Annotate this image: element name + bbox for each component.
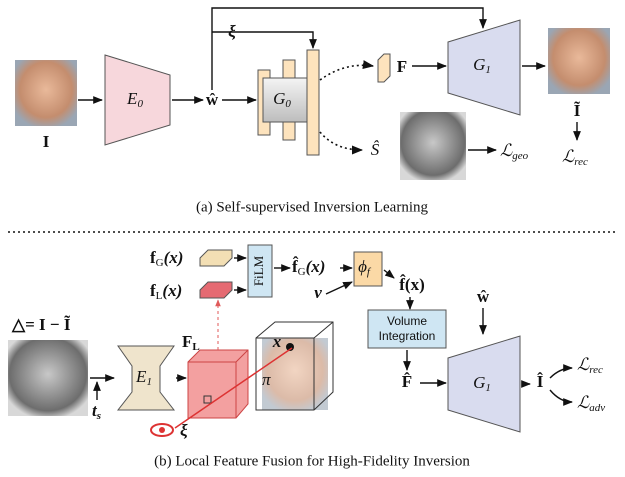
- symbol: F: [182, 332, 192, 351]
- subscript: 1: [146, 376, 152, 388]
- argument: (x): [306, 257, 326, 276]
- symbol: ℒ: [500, 141, 513, 160]
- symbol: ℒ: [562, 147, 575, 166]
- dotted-arrow: [320, 65, 373, 80]
- plane-label: π: [262, 370, 271, 389]
- feature-label: F: [397, 57, 407, 76]
- symbol: E: [126, 89, 138, 108]
- loss-adv: ℒadv: [577, 393, 605, 414]
- local-block: [200, 282, 232, 298]
- subscript: rec: [574, 156, 588, 168]
- layer: [307, 50, 319, 155]
- symbol: ℒ: [577, 393, 590, 412]
- output-photo: [548, 28, 610, 94]
- subscript: 1: [485, 382, 491, 394]
- local-feature-label: fL(x): [150, 281, 182, 302]
- input-photo: [15, 60, 77, 126]
- volume-feature-label: FL: [182, 332, 200, 353]
- rendered-feature-label: F̂: [402, 372, 412, 391]
- symbol: G: [473, 55, 485, 74]
- caption-a: (a) Self-supervised Inversion Learning: [196, 199, 429, 215]
- subscript: geo: [512, 150, 528, 162]
- timestep-label: ts: [92, 401, 101, 422]
- symbol: G: [273, 89, 285, 108]
- skip-line: [212, 8, 483, 90]
- residual-label: △= I − Ĩ: [11, 315, 71, 334]
- loss-geo: ℒgeo: [500, 141, 529, 162]
- subscript: 1: [485, 64, 491, 76]
- segmentation-label: Ŝ: [371, 140, 380, 159]
- feature-block: [378, 54, 390, 82]
- figure: I E0 ŵ ξ G0 F G1 Ĩ ℒrec Ŝ ℒgeo (a) Self-…: [0, 0, 625, 477]
- geometry-photo: [400, 112, 466, 180]
- subscript: 0: [137, 98, 143, 110]
- symbol: E: [135, 367, 147, 386]
- volume-label: Integration: [379, 329, 436, 343]
- camera-label: ξ: [180, 421, 188, 440]
- latent-label: ŵ: [477, 287, 490, 306]
- latent-label: ŵ: [206, 90, 219, 109]
- subscript: adv: [589, 402, 605, 414]
- subscript: rec: [589, 364, 603, 376]
- output-label: Î: [537, 372, 544, 391]
- loss-rec: ℒrec: [562, 147, 588, 168]
- subscript: G: [156, 257, 164, 269]
- noise-line: [212, 32, 313, 48]
- dotted-arrow: [320, 132, 362, 150]
- point-label: x: [272, 332, 282, 351]
- subscript: s: [96, 410, 101, 422]
- output-label: Ĩ: [574, 101, 581, 120]
- point-feature-label: f̂(x): [399, 274, 424, 293]
- caption-b: (b) Local Feature Fusion for High-Fideli…: [154, 453, 470, 469]
- argument: (x): [162, 281, 182, 300]
- loss-rec: ℒrec: [577, 355, 603, 376]
- film-label: FiLM: [251, 255, 266, 286]
- arrow: [550, 368, 572, 378]
- symbol: ℒ: [577, 355, 590, 374]
- symbol: ϕ: [358, 257, 367, 276]
- arrow: [326, 282, 352, 294]
- subscript: G: [298, 266, 306, 278]
- argument: (x): [164, 248, 184, 267]
- camera-pupil: [159, 427, 165, 433]
- volume-label: Volume: [387, 314, 427, 328]
- symbol: G: [473, 373, 485, 392]
- residual-photo: [8, 340, 88, 416]
- arrow: [550, 390, 572, 402]
- global-feature-label: fG(x): [150, 248, 183, 269]
- noise-label: ξ: [228, 22, 236, 41]
- fused-feature-label: f̂G(x): [292, 256, 325, 277]
- subscript: 0: [285, 98, 291, 110]
- global-block: [200, 250, 232, 266]
- arrow: [384, 270, 394, 278]
- input-label: I: [43, 132, 50, 151]
- view-label: v: [314, 283, 322, 302]
